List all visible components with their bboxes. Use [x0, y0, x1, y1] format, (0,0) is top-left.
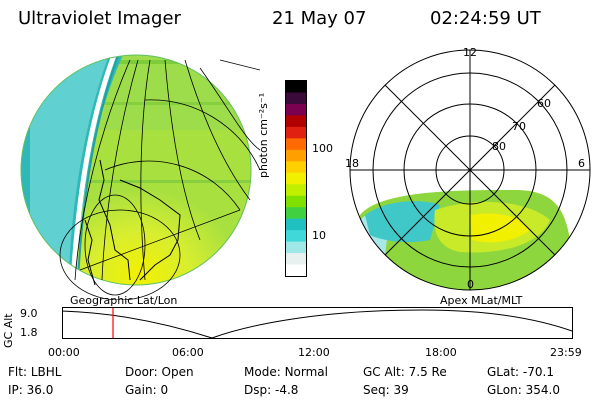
status-gc-alt: GC Alt: 7.5 Re: [363, 365, 447, 379]
colorbar-swatch: [286, 230, 306, 243]
colorbar-unit-label: photon cm⁻²s⁻¹: [257, 92, 270, 178]
status-mode: Mode: Normal: [244, 365, 328, 379]
alt-plot-ytick-min: 1.8: [20, 326, 38, 339]
colorbar-swatch: [286, 149, 306, 162]
status-glon: GLon: 354.0: [487, 383, 560, 397]
colorbar-swatch: [286, 115, 306, 128]
alt-plot-xtick-3: 18:00: [425, 346, 457, 359]
time-label: 02:24:59 UT: [430, 8, 541, 29]
mlt-label-18: 18: [345, 157, 359, 170]
lat-label-80: 80: [492, 140, 506, 153]
status-ip: IP: 36.0: [8, 383, 54, 397]
colorbar-swatch: [286, 161, 306, 174]
colorbar-swatch: [286, 207, 306, 220]
colorbar-swatch: [286, 138, 306, 151]
colorbar-swatch: [286, 241, 306, 254]
right-panel-caption: Apex MLat/MLT: [440, 294, 523, 307]
colorbar-tick-100: 100: [312, 142, 333, 155]
alt-plot-xtick-0: 00:00: [48, 346, 80, 359]
colorbar-swatch: [286, 184, 306, 197]
date-label: 21 May 07: [272, 8, 367, 29]
alt-plot-ytick-max: 9.0: [20, 307, 38, 320]
status-glat: GLat: -70.1: [487, 365, 554, 379]
alt-plot-xtick-4: 23:59: [550, 346, 582, 359]
instrument-title: Ultraviolet Imager: [18, 8, 181, 29]
mlt-label-12: 12: [463, 46, 477, 59]
colorbar-gradient: [286, 81, 306, 277]
geographic-image: [20, 54, 260, 300]
colorbar-swatch: [286, 103, 306, 116]
status-door: Door: Open: [125, 365, 194, 379]
colorbar-swatch: [286, 172, 306, 185]
colorbar-swatch: [286, 126, 306, 139]
status-dsp: Dsp: -4.8: [244, 383, 299, 397]
left-panel-caption: Geographic Lat/Lon: [70, 294, 178, 307]
lat-label-60: 60: [537, 97, 551, 110]
colorbar-swatch: [286, 218, 306, 231]
colorbar-swatch: [286, 264, 306, 277]
status-gain: Gain: 0: [125, 383, 169, 397]
alt-plot-xtick-1: 06:00: [172, 346, 204, 359]
status-flt: Flt: LBHL: [8, 365, 62, 379]
status-seq: Seq: 39: [363, 383, 409, 397]
lat-label-70: 70: [512, 120, 526, 133]
colorbar-tick-10: 10: [312, 229, 326, 242]
colorbar: [285, 80, 307, 277]
colorbar-swatch: [286, 253, 306, 266]
mlt-label-0: 0: [467, 278, 474, 291]
colorbar-swatch: [286, 81, 306, 93]
colorbar-swatch: [286, 195, 306, 208]
altitude-plot: [62, 307, 573, 339]
apex-polar-plot: [349, 49, 591, 291]
mlt-label-6: 6: [578, 157, 585, 170]
alt-plot-ylabel: GC Alt: [2, 313, 15, 348]
alt-plot-xtick-2: 12:00: [298, 346, 330, 359]
colorbar-swatch: [286, 92, 306, 105]
